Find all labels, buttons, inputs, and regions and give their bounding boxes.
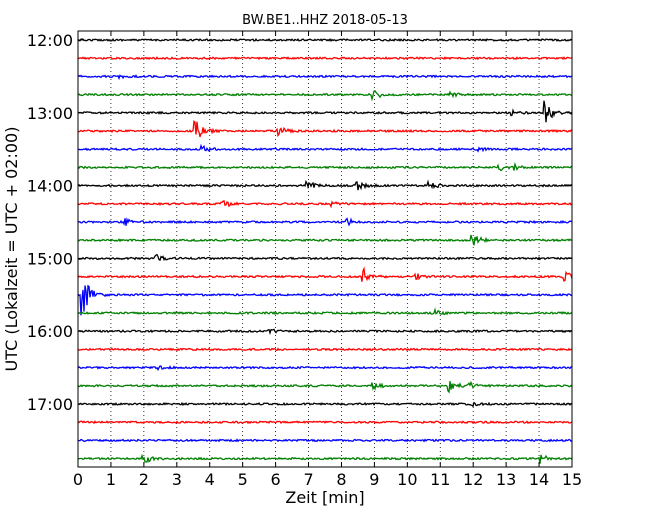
y-tick-label: 17:00: [27, 395, 73, 414]
seismic-trace: [77, 161, 573, 172]
seismic-trace: [77, 37, 573, 42]
seismic-trace: [77, 266, 573, 282]
x-tick-label: 15: [562, 470, 582, 489]
x-tick-label: 9: [369, 470, 379, 489]
x-axis-label: Zeit [min]: [285, 488, 364, 507]
seismic-trace: [77, 143, 573, 153]
x-tick-label: 14: [529, 470, 549, 489]
x-tick-label: 7: [303, 470, 313, 489]
seismic-trace: [77, 74, 573, 81]
seismic-trace: [77, 100, 573, 123]
x-tick-label: 2: [139, 470, 149, 489]
seismic-trace: [77, 89, 573, 102]
seismic-trace: [77, 420, 573, 425]
seismic-trace: [77, 328, 573, 336]
grid-lines: [110, 31, 540, 467]
x-tick-label: 11: [430, 470, 450, 489]
x-tick-label: 12: [463, 470, 483, 489]
chart-title: BW.BE1..HHZ 2018-05-13: [242, 13, 408, 28]
seismic-trace: [77, 217, 573, 227]
seismic-trace: [77, 234, 573, 246]
seismic-trace: [77, 438, 573, 443]
plot-area: [78, 31, 572, 467]
seismic-trace: [77, 179, 573, 191]
seismic-trace: [77, 253, 573, 262]
seismic-trace: [77, 453, 573, 464]
x-tick-label: 10: [397, 470, 417, 489]
y-tick-label: 15:00: [27, 249, 73, 268]
y-axis-label: UTC (Lokalzeit = UTC + 02:00): [2, 127, 21, 372]
axis-ticks: 0 1 2 3 4 5 6 7 8 9 10 11 12 13 14 1512:0013:0014:0015:…: [27, 31, 582, 489]
x-tick-label: 5: [238, 470, 248, 489]
seismic-trace: [77, 200, 573, 209]
y-tick-label: 13:00: [27, 104, 73, 123]
x-tick-label: 6: [271, 470, 281, 489]
seismic-trace: [77, 365, 573, 372]
y-tick-label: 14:00: [27, 177, 73, 196]
x-tick-label: 4: [205, 470, 215, 489]
seismic-trace: [77, 307, 573, 316]
y-tick-label: 12:00: [27, 31, 73, 50]
x-tick-label: 8: [336, 470, 346, 489]
trace-group: [77, 37, 573, 464]
seismic-trace: [77, 120, 573, 138]
seismic-trace: [77, 380, 573, 394]
y-tick-label: 16:00: [27, 322, 73, 341]
plot-border: [77, 30, 573, 468]
x-tick-label: 3: [172, 470, 182, 489]
x-tick-label: 1: [106, 470, 116, 489]
x-tick-label: 0: [73, 470, 83, 489]
seismic-trace: [77, 347, 573, 352]
seismic-trace: [77, 56, 573, 61]
seismic-trace: [77, 284, 573, 316]
seismic-trace: [77, 401, 573, 408]
x-tick-label: 13: [496, 470, 516, 489]
